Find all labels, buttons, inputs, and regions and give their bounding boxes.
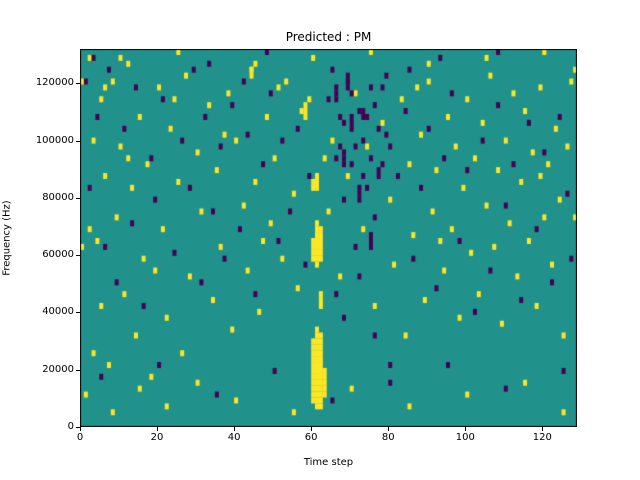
x-tick-label: 0 (76, 432, 84, 443)
x-tick-label: 20 (150, 432, 164, 443)
y-tick-mark (76, 427, 80, 428)
y-tick-label: 60000 (42, 249, 74, 261)
heatmap-canvas (80, 49, 577, 427)
x-tick-mark (465, 427, 467, 431)
plot-area (80, 49, 577, 427)
y-tick-mark (76, 83, 80, 85)
x-tick-label: 80 (381, 432, 395, 443)
y-tick-label: 40000 (42, 306, 74, 318)
x-tick-mark (157, 427, 159, 431)
y-tick-mark (76, 255, 80, 257)
x-tick-mark (542, 427, 544, 431)
x-tick-mark (311, 427, 313, 431)
y-tick-mark (76, 197, 80, 199)
y-axis-label: Frequency (Hz) (1, 200, 13, 276)
x-tick-label: 100 (455, 432, 475, 443)
y-tick-label: 100000 (35, 134, 74, 146)
y-tick-label: 120000 (35, 77, 74, 89)
x-tick-label: 120 (532, 432, 552, 443)
y-tick-label: 80000 (42, 191, 74, 203)
x-tick-mark (388, 427, 390, 431)
y-tick-mark (76, 369, 80, 371)
x-tick-label: 60 (304, 432, 318, 443)
x-tick-mark (234, 427, 236, 431)
x-tick-label: 40 (227, 432, 241, 443)
y-tick-mark (76, 312, 80, 314)
x-tick-mark (80, 427, 81, 431)
y-tick-mark (76, 140, 80, 142)
chart-title: Predicted : PM (285, 30, 372, 44)
y-tick-label: 20000 (42, 363, 74, 375)
y-tick-label: 0 (67, 421, 74, 432)
x-axis-label: Time step (303, 457, 354, 468)
